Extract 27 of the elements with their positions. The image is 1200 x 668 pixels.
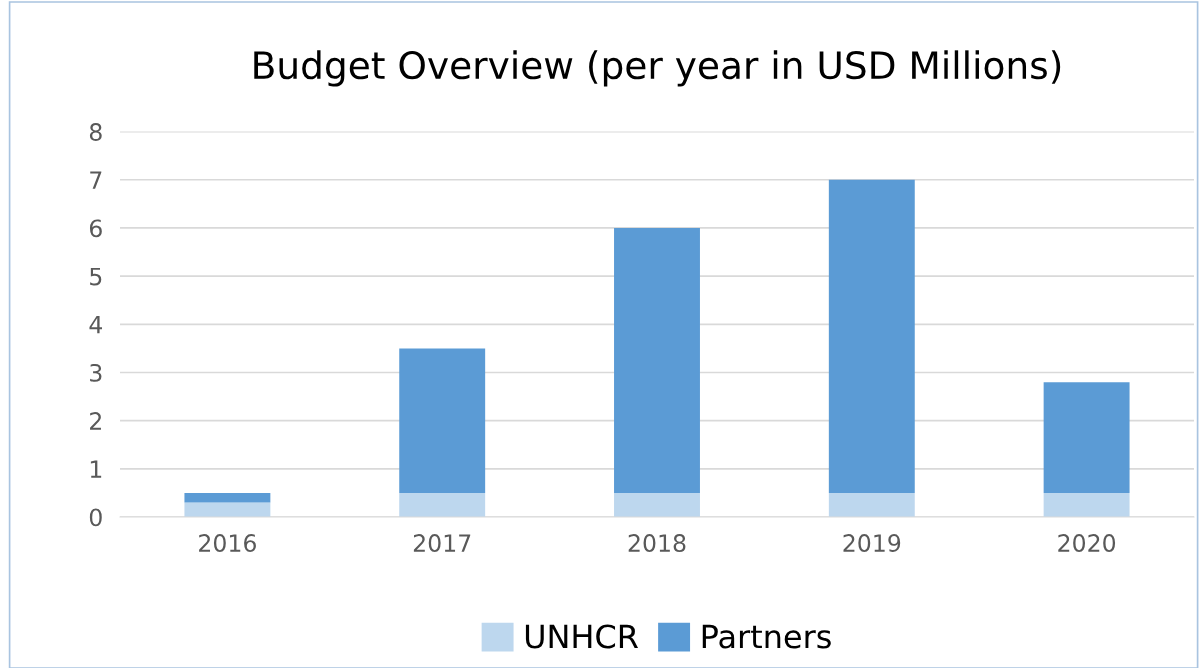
bar	[1043, 382, 1130, 493]
bar	[184, 492, 271, 503]
bar	[184, 502, 271, 518]
legend-label: UNHCR	[525, 624, 639, 649]
y-tick-label: 4	[89, 316, 103, 334]
bar	[828, 179, 915, 493]
bar	[399, 492, 486, 518]
y-tick-label: 2	[90, 412, 101, 430]
x-tick-label: 2019	[843, 534, 901, 552]
y-tick-label: 0	[89, 508, 102, 527]
chart-title: Budget Overview (per year in USD Millions)	[254, 50, 1061, 87]
y-tick-label: 3	[90, 363, 102, 382]
x-tick-label: 2018	[628, 534, 686, 552]
y-tick-label: 7	[90, 171, 102, 189]
bar	[1043, 492, 1130, 518]
bar	[614, 492, 700, 518]
x-tick-label: 2020	[1058, 534, 1116, 552]
legend-label: Partners	[702, 624, 831, 649]
bar	[399, 348, 486, 493]
y-tick-label: 5	[90, 267, 102, 286]
bar	[614, 227, 700, 493]
bar	[828, 492, 915, 518]
y-tick-label: 6	[89, 219, 102, 238]
x-tick-label: 2016	[199, 534, 256, 552]
y-tick-label: 1	[90, 460, 102, 478]
x-tick-label: 2017	[413, 534, 471, 552]
y-tick-label: 8	[89, 123, 102, 141]
